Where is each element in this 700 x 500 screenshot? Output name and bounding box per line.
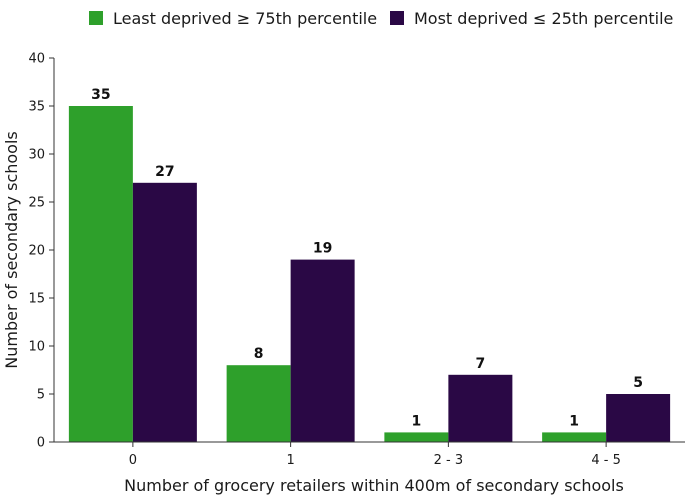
bar-value-label: 1 xyxy=(412,413,422,429)
bar-least-deprived xyxy=(68,106,133,442)
bar-value-label: 5 xyxy=(633,375,643,391)
bar-least-deprived xyxy=(226,365,291,442)
bar-value-label: 19 xyxy=(313,241,332,257)
y-tick-label: 15 xyxy=(28,292,45,307)
legend: Least deprived ≥ 75th percentile Most de… xyxy=(89,9,673,28)
y-axis-title: Number of secondary schools xyxy=(2,131,21,369)
y-axis-ticks: 0 5 10 15 20 25 30 35 40 xyxy=(28,52,54,451)
bar-value-label: 35 xyxy=(91,87,110,103)
bar-most-deprived xyxy=(132,182,197,443)
legend-swatch-most-deprived xyxy=(390,11,404,25)
y-tick-label: 20 xyxy=(28,244,45,259)
bar-value-label: 8 xyxy=(254,346,264,362)
bar-most-deprived xyxy=(290,259,355,442)
y-tick-label: 25 xyxy=(28,196,45,211)
bar-least-deprived xyxy=(384,432,449,442)
x-tick-label: 1 xyxy=(286,453,294,468)
y-tick-label: 10 xyxy=(28,340,45,355)
y-tick-label: 40 xyxy=(28,52,45,67)
bar-most-deprived xyxy=(606,394,671,442)
bar-value-label: 27 xyxy=(155,164,174,180)
legend-swatch-least-deprived xyxy=(89,11,103,25)
bar-most-deprived xyxy=(448,374,513,442)
bar-value-label: 1 xyxy=(569,413,579,429)
bar-least-deprived xyxy=(542,432,607,442)
bar-value-label: 7 xyxy=(476,356,486,372)
y-tick-label: 0 xyxy=(37,436,45,451)
y-tick-label: 5 xyxy=(37,388,45,403)
bars: 35 27 8 19 1 7 1 5 xyxy=(68,87,671,443)
y-tick-label: 30 xyxy=(28,148,45,163)
x-tick-label: 0 xyxy=(129,453,137,468)
x-tick-label: 2 - 3 xyxy=(434,453,464,468)
legend-label-most-deprived: Most deprived ≤ 25th percentile xyxy=(414,9,673,28)
x-axis-title: Number of grocery retailers within 400m … xyxy=(124,476,624,495)
y-tick-label: 35 xyxy=(28,100,45,115)
x-axis-ticks: 0 1 2 - 3 4 - 5 xyxy=(129,442,621,468)
x-tick-label: 4 - 5 xyxy=(591,453,621,468)
legend-label-least-deprived: Least deprived ≥ 75th percentile xyxy=(113,9,377,28)
